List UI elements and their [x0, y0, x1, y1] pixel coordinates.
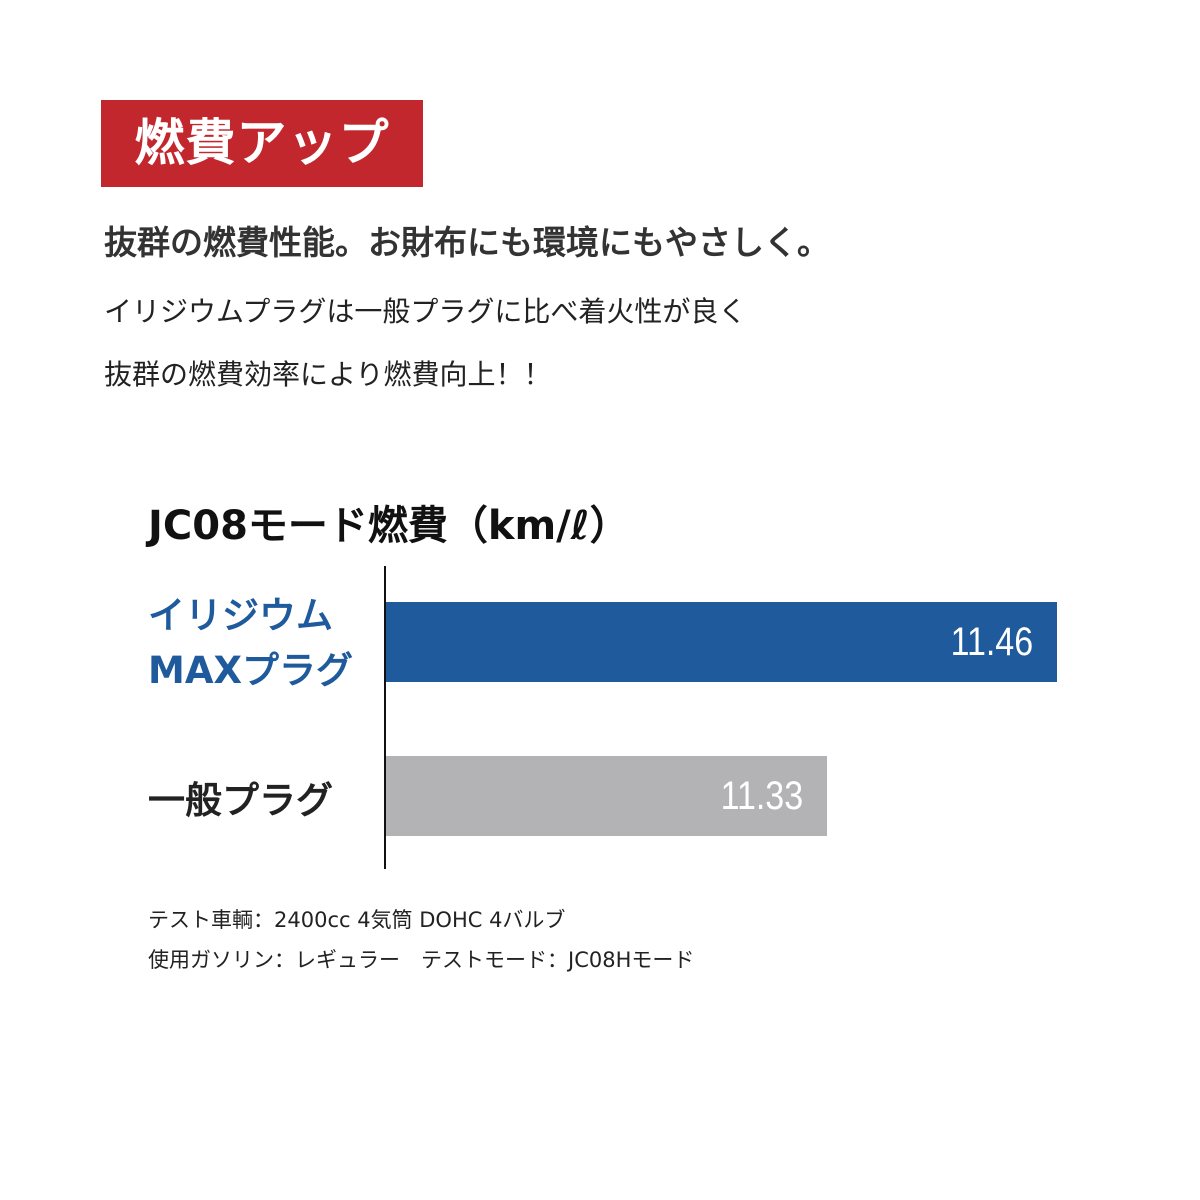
body-text-line-2: 抜群の燃費効率により燃費向上！！	[104, 358, 552, 391]
test-note-fuel-mode: 使用ガソリン：レギュラー テストモード：JC08Hモード	[148, 948, 695, 972]
category-label-line: MAXプラグ	[148, 649, 353, 692]
test-note-vehicle: テスト車輌：2400cc 4気筒 DOHC 4バルブ	[148, 908, 566, 932]
badge-fuel-up: 燃費アップ	[101, 100, 423, 187]
category-label-iridium-max: イリジウム MAXプラグ	[148, 588, 353, 698]
headline: 抜群の燃費性能。お財布にも環境にもやさしく。	[104, 223, 830, 262]
chart-title: JC08モード燃費（km/ℓ）	[148, 503, 630, 549]
category-label-line: イリジウム	[148, 594, 333, 637]
bar-standard: 11.33	[386, 756, 828, 836]
chart-axis	[384, 566, 386, 869]
body-text-line-1: イリジウムプラグは一般プラグに比べ着火性が良く	[104, 295, 747, 328]
category-label-standard: 一般プラグ	[148, 779, 333, 822]
bar-value-label: 11.46	[950, 620, 1033, 664]
bar-value-label: 11.33	[720, 774, 804, 818]
bar-iridium-max: 11.46	[386, 602, 1057, 682]
